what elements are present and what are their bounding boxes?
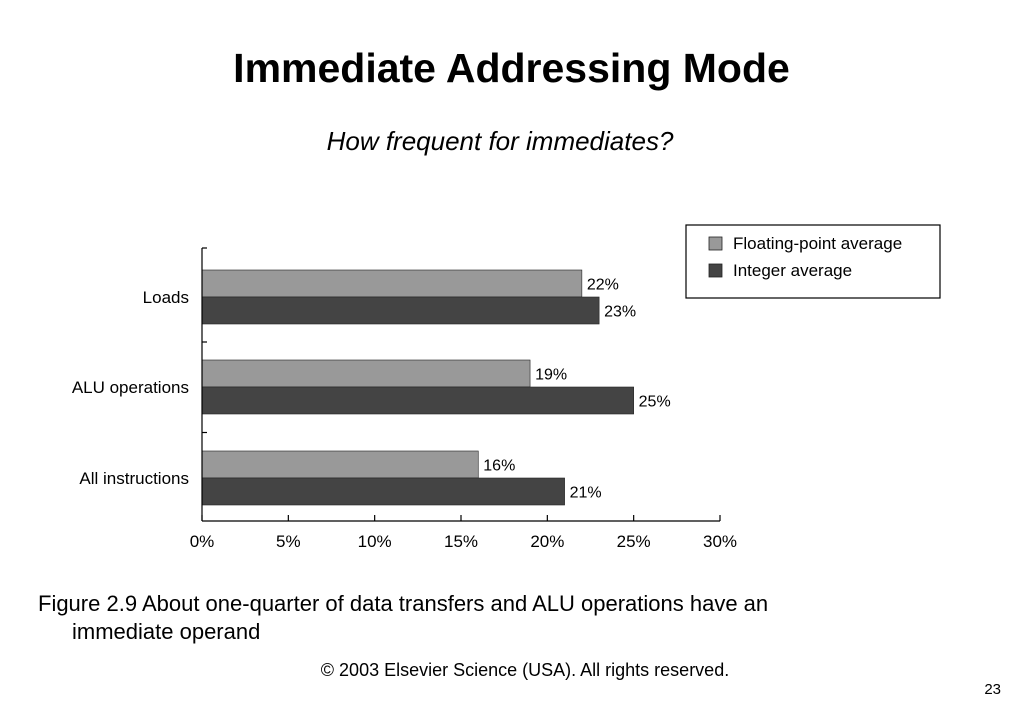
x-tick-label: 20% <box>530 532 564 551</box>
bars-layer: 22% 23% 19% 25% 16% 21% <box>201 269 671 506</box>
slide-title: Immediate Addressing Mode <box>233 45 790 91</box>
x-tick-label: 5% <box>276 532 301 551</box>
bar-int-0 <box>201 296 600 325</box>
x-tick-label: 25% <box>617 532 651 551</box>
legend-swatch <box>708 263 723 278</box>
bar-value-label: 22% <box>587 277 619 294</box>
x-tick-label: 15% <box>444 532 478 551</box>
bar-int-2 <box>201 477 565 506</box>
axis-layer: Loads ALU operations All instructions 0% 5% 1… <box>72 247 737 551</box>
x-tick-label: 0% <box>190 532 215 551</box>
category-label: All instructions <box>79 469 189 488</box>
bar-fp-2 <box>201 450 479 479</box>
category-label: Loads <box>143 288 189 307</box>
legend-entry-label: Floating-point average <box>733 234 902 253</box>
x-tick-label: 10% <box>358 532 392 551</box>
legend-entry-label: Integer average <box>733 261 852 280</box>
bar-chart: 22% 23% 19% 25% 16% 21% Loads ALU operations Al… <box>72 224 941 551</box>
copyright-notice: © 2003 Elsevier Science (USA). All right… <box>320 660 730 680</box>
bar-int-1 <box>201 386 634 415</box>
bar-value-label: 25% <box>639 394 671 411</box>
chart-legend: Floating-point average Integer average <box>685 224 941 299</box>
bar-value-label: 16% <box>483 458 515 475</box>
slide-subtitle: How frequent for immediates? <box>326 126 674 156</box>
caption-line-1: Figure 2.9 About one-quarter of data tra… <box>38 591 769 616</box>
category-label: ALU operations <box>72 378 189 397</box>
caption-line-2: immediate operand <box>72 619 261 644</box>
bar-fp-1 <box>201 359 531 388</box>
page-number: 23 <box>984 681 1001 698</box>
x-tick-label: 30% <box>703 532 737 551</box>
bar-fp-0 <box>201 269 583 298</box>
legend-swatch <box>708 236 723 251</box>
bar-value-label: 23% <box>604 304 636 321</box>
figure-caption: Figure 2.9 About one-quarter of data tra… <box>38 590 938 646</box>
legend-box <box>685 224 941 299</box>
bar-value-label: 21% <box>570 485 602 502</box>
bar-value-label: 19% <box>535 367 567 384</box>
